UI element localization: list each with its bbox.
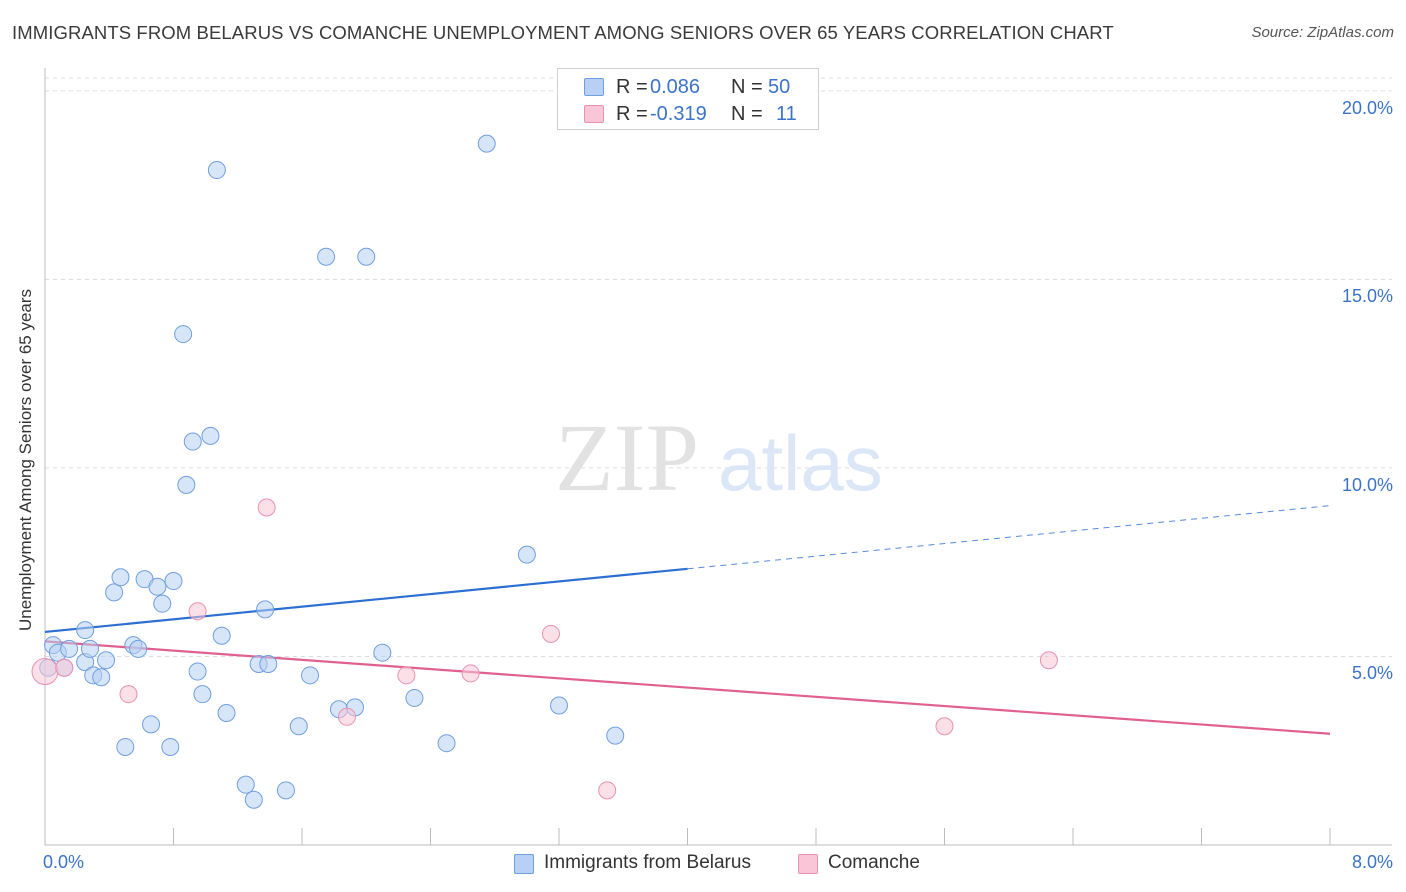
legend-r-label: R = [616, 103, 648, 125]
bottom-legend-label-comanche: Comanche [828, 852, 920, 873]
point-belarus [236, 775, 255, 794]
point-belarus [60, 639, 79, 658]
point-comanche [1039, 651, 1058, 670]
gridlines [45, 77, 1392, 657]
point-belarus [129, 639, 148, 658]
point-comanche [31, 658, 59, 686]
trend-lines [44, 505, 1331, 735]
x-tick-label: 8.0% [1351, 852, 1393, 872]
point-belarus [259, 655, 278, 674]
point-belarus [244, 790, 263, 809]
point-belarus [116, 737, 135, 756]
point-belarus [256, 600, 275, 619]
legend-r-label: R = [616, 76, 648, 98]
point-belarus [97, 651, 116, 670]
point-comanche [397, 666, 416, 685]
point-belarus [193, 685, 212, 704]
legend-n-value: 50 [768, 76, 791, 98]
y-tick-label: 5.0% [1351, 663, 1393, 684]
bottom-legend-swatch-comanche [798, 854, 818, 874]
series-points [31, 134, 1058, 809]
point-belarus [153, 594, 172, 613]
point-belarus [80, 639, 99, 658]
chart-title: IMMIGRANTS FROM BELARUS VS COMANCHE UNEM… [12, 22, 1114, 43]
point-belarus [148, 577, 167, 596]
legend-r-value: -0.319 [650, 103, 707, 125]
point-belarus [517, 545, 536, 564]
point-belarus [373, 643, 392, 662]
point-belarus [76, 621, 95, 640]
point-comanche [598, 781, 617, 800]
point-belarus [606, 726, 625, 745]
legend: R = 0.086 N = 50 R = -0.319 N = 11 [557, 68, 819, 130]
trend-line-belarus [44, 567, 688, 634]
point-belarus [111, 568, 130, 587]
legend-n-value: 11 [776, 103, 797, 125]
point-comanche [119, 685, 138, 704]
legend-row-belarus: R = 0.086 N = 50 [558, 73, 818, 101]
point-belarus [437, 734, 456, 753]
point-comanche [541, 624, 560, 643]
watermark-atlas: atlas [718, 419, 883, 507]
point-belarus [217, 704, 236, 723]
point-belarus [550, 696, 568, 715]
y-tick-label: 20.0% [1341, 97, 1393, 118]
legend-n-label: N = [731, 103, 763, 125]
point-belarus [183, 432, 202, 451]
point-belarus [92, 668, 111, 687]
point-belarus [317, 247, 336, 266]
legend-swatch-belarus [584, 78, 604, 96]
bottom-legend-swatch-belarus [514, 854, 534, 874]
point-comanche [935, 717, 954, 736]
point-belarus [357, 247, 376, 266]
legend-r-value: 0.086 [650, 76, 701, 98]
legend-n-label: N = [731, 76, 763, 98]
point-belarus [201, 426, 220, 445]
point-belarus [276, 781, 295, 800]
point-comanche [461, 664, 480, 683]
point-belarus [105, 583, 124, 602]
bottom-legend-label-belarus: Immigrants from Belarus [544, 852, 751, 873]
point-belarus [188, 662, 207, 681]
point-comanche [188, 602, 207, 621]
source-label: Source: ZipAtlas.com [1251, 24, 1394, 41]
point-belarus [164, 572, 183, 591]
point-belarus [142, 715, 161, 734]
trend-line-belarus-projection [687, 505, 1331, 570]
point-belarus [177, 475, 196, 494]
point-belarus [161, 737, 180, 756]
legend-swatch-comanche [584, 105, 604, 123]
y-tick-label: 10.0% [1341, 474, 1393, 495]
legend-row-comanche: R = -0.319 N = 11 [558, 100, 818, 128]
point-belarus [207, 161, 226, 180]
watermark-zip: ZIP [555, 404, 699, 511]
point-belarus [212, 626, 231, 645]
trend-line-comanche [44, 640, 1331, 735]
point-belarus [405, 688, 424, 707]
point-belarus [289, 717, 308, 736]
y-tick-label: 15.0% [1341, 286, 1393, 307]
y-axis-label: Unemployment Among Seniors over 65 years [16, 288, 35, 632]
x-tick-label: 0.0% [43, 852, 85, 872]
point-comanche [337, 707, 356, 726]
watermark: ZIP atlas [555, 404, 883, 511]
point-belarus [301, 666, 320, 685]
point-belarus [477, 134, 496, 153]
point-comanche [55, 658, 74, 677]
point-belarus [174, 325, 193, 344]
point-comanche [257, 498, 276, 517]
axes [44, 68, 1392, 846]
